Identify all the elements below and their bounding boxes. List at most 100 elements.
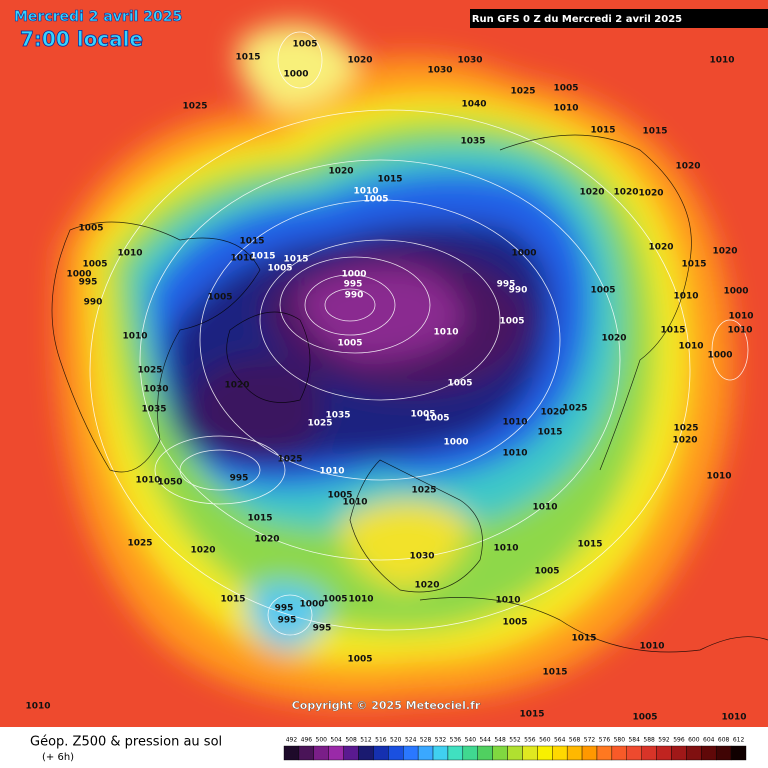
isobar-label: 1020 — [540, 408, 565, 418]
scale-swatch — [492, 745, 508, 761]
isobar-label: 1010 — [25, 702, 50, 712]
isobar-label: 990 — [509, 286, 528, 296]
isobar-label: 1015 — [642, 127, 667, 137]
isobar-label: 1000 — [283, 70, 308, 80]
isobar-label: 1020 — [328, 167, 353, 177]
scale-label: 556 — [524, 737, 536, 744]
isobar-label: 995 — [497, 280, 516, 290]
scale-label: 552 — [509, 737, 521, 744]
scale-swatch — [686, 745, 702, 761]
isobar-label: 1005 — [207, 293, 232, 303]
isobar-label: 995 — [275, 604, 294, 614]
isobar-label: 990 — [84, 298, 103, 308]
isobar-label: 1005 — [363, 195, 388, 205]
scale-swatch — [343, 745, 359, 761]
isobar-label: 1015 — [519, 710, 544, 720]
isobar-label: 1020 — [414, 581, 439, 591]
isobar-label: 1005 — [553, 84, 578, 94]
date: Mercredi 2 avril 2025 — [14, 9, 182, 25]
isobar-label: 1010 — [706, 472, 731, 482]
isobar-label: 1000 — [723, 287, 748, 297]
isobar-label: 1010 — [495, 596, 520, 606]
isobar-label: 1010 — [532, 503, 557, 513]
isobar-label: 1015 — [220, 595, 245, 605]
isobar-label: 1020 — [601, 334, 626, 344]
isobar-label: 990 — [345, 291, 364, 301]
isobar-label: 1010 — [117, 249, 142, 259]
isobar-label: 1005 — [632, 713, 657, 723]
copyright: Copyright © 2025 Meteociel.fr — [292, 699, 481, 712]
isobar-label: 1015 — [283, 255, 308, 265]
local-time: 7:00 locale — [20, 27, 143, 51]
scale-label: 580 — [614, 737, 626, 744]
isobar-label: 1010 — [135, 476, 160, 486]
isobar-label: 1005 — [322, 595, 347, 605]
isobar-label: 1050 — [157, 478, 182, 488]
isobar-label: 1005 — [424, 414, 449, 424]
isobar-label: 1030 — [143, 385, 168, 395]
isobar-label: 1010 — [721, 713, 746, 723]
isobar-label: 1010 — [319, 467, 344, 477]
isobar-label: 1025 — [277, 455, 302, 465]
legend-title: Géop. Z500 & pression au sol — [30, 735, 222, 750]
scale-label: 584 — [628, 737, 640, 744]
scale-label: 528 — [420, 737, 432, 744]
scale-swatch — [701, 745, 717, 761]
legend-subtitle: (+ 6h) — [42, 752, 74, 763]
isobar-label: 1005 — [82, 260, 107, 270]
isobar-label: 1010 — [709, 56, 734, 66]
scale-swatch — [388, 745, 404, 761]
isobar-label: 1020 — [190, 546, 215, 556]
isobar-label: 1010 — [553, 104, 578, 114]
isobar-label: 1005 — [499, 317, 524, 327]
isobar-label: 995 — [79, 278, 98, 288]
scale-swatch — [328, 745, 344, 761]
isobar-label: 1015 — [377, 175, 402, 185]
isobar-label: 1020 — [712, 247, 737, 257]
scale-label: 604 — [703, 737, 715, 744]
run-banner — [470, 9, 768, 28]
isobar-label: 995 — [344, 280, 363, 290]
isobar-label: 1025 — [411, 486, 436, 496]
isobar-label: 1020 — [347, 56, 372, 66]
scale-swatch — [671, 745, 687, 761]
isobar-label: 1025 — [127, 539, 152, 549]
scale-label: 576 — [599, 737, 611, 744]
scale-swatch — [581, 745, 598, 761]
isobar-label: 1015 — [537, 428, 562, 438]
isobar-label: 1015 — [250, 252, 275, 262]
scale-swatch — [358, 745, 374, 761]
isobar-label: 1015 — [577, 540, 602, 550]
scale-swatch — [403, 745, 419, 761]
scale-swatch — [656, 745, 672, 761]
isobar-label: 1035 — [460, 137, 485, 147]
isobar-label: 1025 — [562, 404, 587, 414]
scale-swatch — [715, 745, 732, 761]
isobar-label: 1015 — [660, 326, 685, 336]
scale-swatch — [313, 745, 329, 761]
isobar-label: 1040 — [461, 100, 486, 110]
isobar-label: 1010 — [122, 332, 147, 342]
isobar-label: 1010 — [353, 187, 378, 197]
scale-swatch — [373, 745, 389, 761]
isobar-label: 1000 — [443, 438, 468, 448]
isobar-label: 1005 — [78, 224, 103, 234]
isobar-label: 1010 — [230, 254, 255, 264]
scale-label: 560 — [539, 737, 551, 744]
isobar-label: 1010 — [502, 449, 527, 459]
isobar-label: 1020 — [254, 535, 279, 545]
isobar-label: 1035 — [141, 405, 166, 415]
isobar-label: 1015 — [590, 126, 615, 136]
scale-swatch — [298, 745, 315, 761]
map-field — [0, 0, 768, 727]
isobar-label: 1015 — [542, 668, 567, 678]
isobar-label: 1030 — [457, 56, 482, 66]
scale-label: 512 — [360, 737, 372, 744]
isobar-label: 1000 — [341, 270, 366, 280]
scale-label: 572 — [584, 737, 596, 744]
color-scale: 492 496 500 504 508 512 516 520 524 528 532 536 540 5… — [283, 737, 747, 761]
isobar-label: 1005 — [267, 264, 292, 274]
isobar-label: 1020 — [613, 188, 638, 198]
scale-label: 504 — [330, 737, 342, 744]
